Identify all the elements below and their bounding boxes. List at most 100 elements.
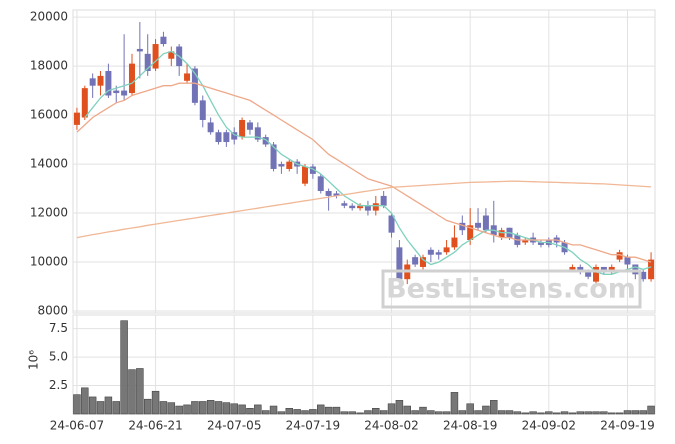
price-panel <box>72 9 656 314</box>
volume-bar <box>419 406 427 415</box>
candle-body <box>81 88 88 118</box>
candle-body <box>388 215 395 233</box>
volume-bar <box>576 411 585 415</box>
candle-body <box>333 193 340 196</box>
candle-body <box>270 144 277 169</box>
volume-bar <box>167 402 176 415</box>
candle-body <box>372 203 379 211</box>
candle-body <box>435 252 442 255</box>
candle-body <box>593 266 600 282</box>
volume-bar <box>73 394 81 415</box>
candle-body <box>97 75 104 86</box>
volume-bar <box>199 401 207 415</box>
candle-body <box>624 257 631 265</box>
x-tick-label: 24-09-19 <box>600 419 654 433</box>
y-tick-label: 14000 <box>30 157 68 171</box>
volume-bar <box>238 404 246 415</box>
volume-bar <box>191 401 199 415</box>
volume-bar <box>293 409 301 415</box>
x-tick-label: 24-07-19 <box>286 419 340 433</box>
moving-average-line <box>84 50 652 275</box>
volume-bar <box>230 403 238 415</box>
candle-body <box>459 222 466 231</box>
y-tick-label: 12000 <box>30 206 68 220</box>
volume-tick-label: 2.5 <box>49 378 68 392</box>
candle-body <box>207 122 214 133</box>
volume-bar <box>175 405 183 415</box>
volume-bar <box>269 405 278 415</box>
candle-body <box>341 203 348 206</box>
watermark-box <box>381 269 642 309</box>
volume-bar <box>592 411 600 415</box>
volume-bar <box>466 403 474 415</box>
volume-bar <box>120 320 128 415</box>
volume-bar <box>364 410 372 415</box>
volume-bar <box>356 412 364 415</box>
x-tick-label: 24-06-07 <box>50 419 104 433</box>
volume-bar <box>261 410 270 415</box>
volume-bar <box>560 411 569 415</box>
volume-bar <box>584 411 592 415</box>
volume-bar <box>537 412 545 415</box>
volume-bar <box>277 411 286 415</box>
volume-bar <box>458 410 467 415</box>
candle-body <box>89 78 96 86</box>
candle-body <box>231 132 238 140</box>
candle-body <box>152 44 159 69</box>
volume-bar <box>450 392 459 415</box>
volume-bar <box>490 400 498 415</box>
volume-bar <box>552 412 561 415</box>
volume-bar <box>183 404 191 415</box>
volume-bar <box>332 406 341 415</box>
volume-bar <box>254 404 262 415</box>
candle-body <box>246 122 253 130</box>
y-tick-label: 10000 <box>30 255 68 269</box>
volume-bar <box>608 412 616 415</box>
volume-bar <box>340 411 349 415</box>
candle-body <box>113 90 120 94</box>
candle-body <box>396 247 403 280</box>
candle-body <box>467 225 474 241</box>
candle-body <box>364 205 371 211</box>
candle-body <box>309 166 316 174</box>
volume-bar <box>647 405 655 415</box>
candle-body <box>412 257 419 265</box>
volume-bar <box>206 400 215 415</box>
volume-bar <box>442 411 451 415</box>
x-tick-label: 24-08-02 <box>364 419 418 433</box>
candle-body <box>569 266 576 270</box>
candle-body <box>184 73 191 81</box>
candle-body <box>136 48 143 52</box>
volume-bar <box>505 410 514 415</box>
volume-bar <box>317 404 325 415</box>
candle-body <box>286 161 293 169</box>
volume-bar <box>309 409 317 415</box>
candle-body <box>482 215 489 231</box>
candle-body <box>349 205 356 209</box>
candle-body <box>73 112 80 125</box>
volume-bar <box>324 406 333 415</box>
moving-average-line <box>76 180 652 239</box>
x-tick-label: 24-06-21 <box>128 419 182 433</box>
candle-body <box>199 100 206 120</box>
volume-bar <box>159 401 168 415</box>
candle-body <box>577 266 584 272</box>
volume-bar <box>623 410 632 415</box>
candle-body <box>640 271 647 280</box>
candle-body <box>215 132 222 143</box>
volume-bar <box>143 398 152 415</box>
volume-panel <box>72 314 656 415</box>
candle-body <box>278 164 285 167</box>
volume-tick-label: 7.5 <box>49 321 68 335</box>
volume-bar <box>497 410 506 415</box>
x-tick-label: 24-08-19 <box>443 419 497 433</box>
volume-bar <box>411 410 419 415</box>
volume-bar <box>434 411 443 415</box>
volume-bar <box>372 408 380 415</box>
volume-bar <box>427 410 435 415</box>
volume-bar <box>96 401 105 415</box>
volume-bar <box>136 368 144 415</box>
candle-body <box>537 242 544 245</box>
volume-bar <box>81 387 89 415</box>
